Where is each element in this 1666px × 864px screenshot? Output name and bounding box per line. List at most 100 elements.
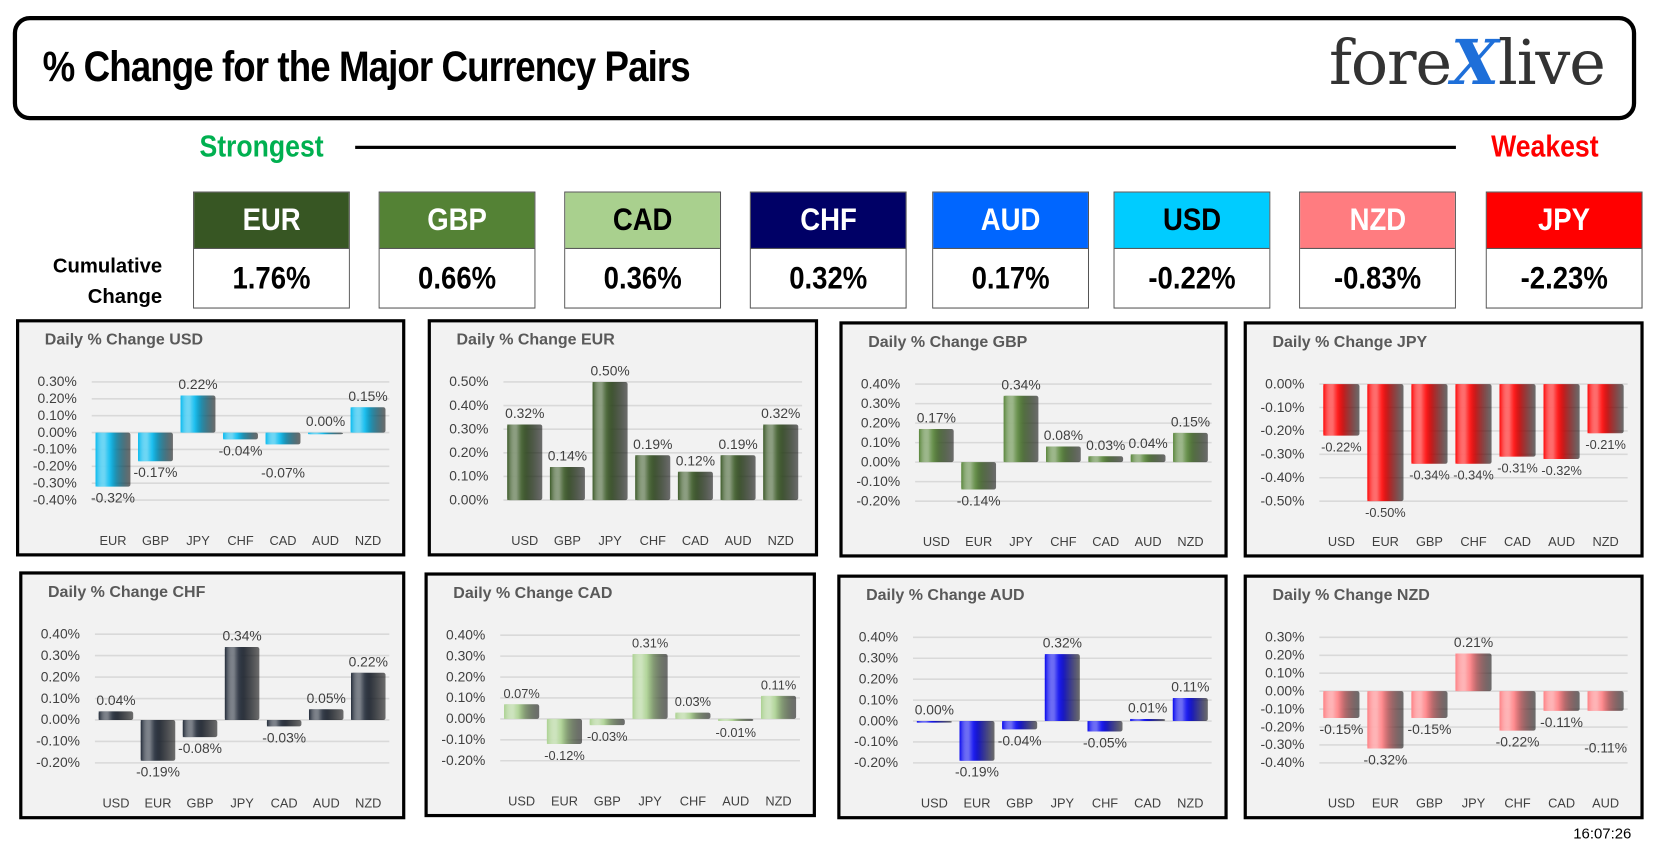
bar-highlight (1003, 395, 1025, 463)
data-label: -0.11% (1540, 714, 1583, 730)
x-tick-label: CHF (680, 793, 706, 808)
data-label: 0.22% (349, 653, 388, 669)
bar-highlight (1130, 718, 1152, 722)
y-tick-label: 0.40% (861, 375, 900, 391)
data-label: 0.04% (1128, 435, 1167, 451)
bar-highlight (1367, 691, 1390, 749)
y-tick-label: -0.10% (33, 441, 77, 457)
currency-cumulative-value: -2.23% (1486, 248, 1642, 308)
bar-highlight (632, 654, 654, 719)
data-label: -0.01% (715, 725, 756, 740)
bar-highlight (504, 704, 526, 719)
data-label: 0.12% (676, 452, 715, 468)
currency-code: EUR (242, 202, 301, 238)
logo-text-2: live (1497, 26, 1606, 99)
x-tick-label: NZD (1592, 534, 1618, 549)
data-label: -0.17% (134, 464, 178, 480)
bar-chart: 0.40% 0.30% 0.20% 0.10% 0.00% -0.10% -0.20% 0.1… (856, 375, 1212, 549)
y-tick-label: 0.10% (861, 434, 900, 450)
data-label: -0.50% (1365, 505, 1406, 520)
currency-box-eur: EUR 1.76% (193, 191, 350, 309)
bar-highlight (1499, 691, 1522, 731)
y-tick-label: -0.10% (1261, 700, 1305, 716)
bar-highlight (1088, 456, 1110, 463)
bar-highlight (507, 424, 529, 501)
x-tick-label: JPY (230, 796, 254, 811)
data-label: 0.03% (675, 694, 711, 709)
x-tick-label: CAD (1548, 796, 1575, 811)
x-tick-label: GBP (1416, 796, 1443, 811)
x-tick-label: CHF (1050, 534, 1076, 549)
chart-panel-aud: Daily % Change AUD 0.40% 0.30% 0.20% 0.10% 0.… (837, 574, 1228, 820)
data-label: 0.15% (1171, 414, 1210, 430)
data-label: 0.50% (590, 363, 629, 379)
bar-highlight (918, 428, 940, 463)
y-tick-label: -0.50% (1261, 492, 1305, 508)
data-label: -0.12% (544, 748, 585, 763)
x-tick-label: AUD (1135, 534, 1162, 549)
currency-code: NZD (1349, 202, 1406, 238)
x-tick-label: GBP (594, 793, 621, 808)
timestamp: 16:07:26 (1573, 824, 1632, 842)
chart-panel-nzd: Daily % Change NZD 0.30% 0.20% 0.10% 0.00% -0… (1243, 574, 1644, 820)
chart-title: Daily % Change EUR (456, 330, 615, 349)
bar-highlight (308, 709, 330, 720)
y-tick-label: 0.10% (41, 690, 80, 706)
bar-highlight (1046, 446, 1067, 463)
data-label: 0.32% (1043, 635, 1082, 651)
currency-code: JPY (1538, 202, 1591, 238)
bar-highlight (1367, 384, 1390, 502)
bar-highlight (1002, 721, 1024, 730)
y-tick-label: -0.30% (33, 474, 77, 490)
bar-highlight (140, 719, 162, 761)
currency-box-usd: USD -0.22% (1113, 191, 1271, 309)
y-tick-label: 0.00% (446, 710, 485, 726)
data-label: -0.32% (1363, 752, 1407, 768)
bar-highlight (180, 395, 202, 433)
bar-highlight (718, 718, 740, 722)
x-tick-label: GBP (187, 796, 214, 811)
x-tick-label: CAD (271, 796, 298, 811)
bar-highlight (1173, 432, 1194, 463)
y-tick-label: 0.20% (1265, 647, 1304, 663)
currency-box-gbp: GBP 0.66% (378, 191, 536, 309)
y-tick-label: -0.20% (856, 492, 900, 508)
strongest-label: Strongest (199, 129, 324, 164)
x-tick-label: NZD (768, 533, 794, 548)
bar-highlight (265, 432, 287, 445)
x-tick-label: AUD (1548, 534, 1575, 549)
bar-highlight (959, 721, 981, 761)
bar-highlight (308, 432, 330, 435)
bar-highlight (1587, 691, 1610, 711)
currency-name: AUD (933, 192, 1088, 249)
data-label: -0.31% (1497, 461, 1538, 476)
chart-title: Daily % Change JPY (1272, 333, 1428, 352)
x-tick-label: CHF (1092, 796, 1118, 811)
cumulative-value-text: 0.36% (603, 260, 682, 296)
bar-highlight (95, 432, 117, 487)
x-tick-label: EUR (965, 534, 992, 549)
bar-highlight (1411, 691, 1434, 719)
data-label: 0.31% (632, 636, 668, 651)
bar-highlight (763, 424, 785, 501)
bar-chart: 0.50% 0.40% 0.30% 0.20% 0.10% 0.00% 0.32% USD 0.… (449, 363, 803, 548)
y-tick-label: 0.20% (861, 414, 900, 430)
data-label: -0.14% (957, 492, 1001, 508)
data-label: 0.19% (633, 436, 672, 452)
x-tick-label: JPY (1462, 796, 1486, 811)
data-label: -0.32% (1541, 463, 1582, 478)
data-label: -0.15% (1319, 721, 1363, 737)
currency-cumulative-value: 1.76% (194, 248, 349, 308)
x-tick-label: CHF (1504, 796, 1530, 811)
chart-panel-jpy: Daily % Change JPY 0.00% -0.10% -0.20% -0.30… (1243, 321, 1644, 558)
y-tick-label: 0.10% (1265, 664, 1304, 680)
data-label: 0.32% (505, 405, 544, 421)
bar-highlight (224, 647, 246, 720)
x-tick-label: JPY (1051, 796, 1075, 811)
data-label: -0.11% (1584, 739, 1627, 755)
x-tick-label: JPY (1009, 534, 1033, 549)
bar-highlight (138, 432, 159, 462)
x-tick-label: NZD (765, 793, 791, 808)
bar-chart: 0.40% 0.30% 0.20% 0.10% 0.00% -0.10% -0.20% 0.0… (441, 626, 800, 808)
cumulative-value-text: 0.32% (789, 260, 868, 296)
